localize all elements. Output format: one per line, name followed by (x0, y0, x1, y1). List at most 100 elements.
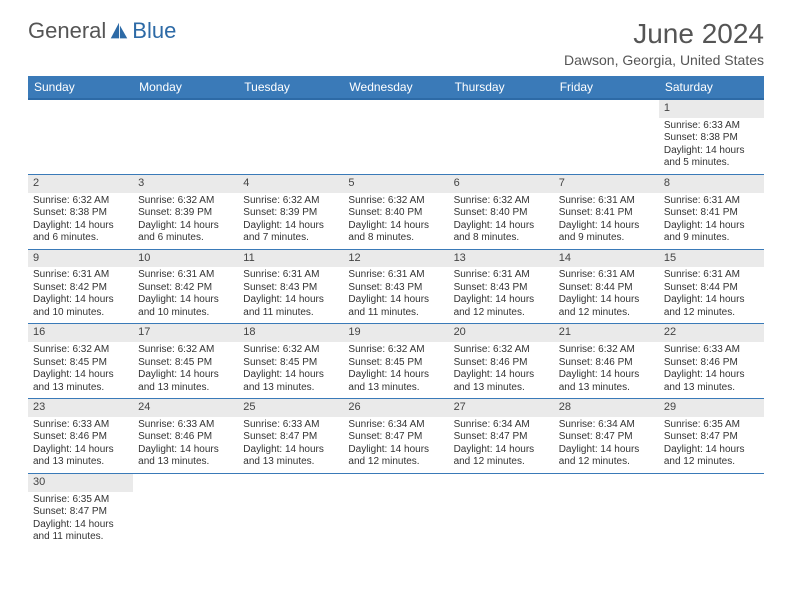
sunset-text: Sunset: 8:46 PM (33, 431, 128, 444)
sail-icon (108, 20, 130, 42)
sunset-text: Sunset: 8:39 PM (243, 207, 338, 220)
calendar-cell: 3Sunrise: 6:32 AMSunset: 8:39 PMDaylight… (133, 174, 238, 249)
day-number: 14 (554, 250, 659, 268)
calendar-week: 23Sunrise: 6:33 AMSunset: 8:46 PMDayligh… (28, 399, 764, 474)
sunrise-text: Sunrise: 6:31 AM (559, 269, 654, 282)
daylight-text: Daylight: 14 hours and 9 minutes. (559, 220, 654, 245)
day-number: 15 (659, 250, 764, 268)
sunrise-text: Sunrise: 6:32 AM (454, 344, 549, 357)
daylight-text: Daylight: 14 hours and 8 minutes. (454, 220, 549, 245)
day-header-fri: Friday (554, 76, 659, 99)
day-number: 20 (449, 324, 554, 342)
calendar-cell (449, 473, 554, 547)
calendar-cell: 30Sunrise: 6:35 AMSunset: 8:47 PMDayligh… (28, 473, 133, 547)
sunset-text: Sunset: 8:44 PM (664, 282, 759, 295)
daylight-text: Daylight: 14 hours and 6 minutes. (138, 220, 233, 245)
daylight-text: Daylight: 14 hours and 8 minutes. (348, 220, 443, 245)
day-number: 10 (133, 250, 238, 268)
sunset-text: Sunset: 8:45 PM (348, 357, 443, 370)
day-number: 13 (449, 250, 554, 268)
sunrise-text: Sunrise: 6:31 AM (243, 269, 338, 282)
calendar-cell: 9Sunrise: 6:31 AMSunset: 8:42 PMDaylight… (28, 249, 133, 324)
sunrise-text: Sunrise: 6:32 AM (243, 344, 338, 357)
day-number: 6 (449, 175, 554, 193)
location: Dawson, Georgia, United States (564, 52, 764, 68)
calendar-cell (238, 473, 343, 547)
daylight-text: Daylight: 14 hours and 13 minutes. (454, 369, 549, 394)
day-number: 3 (133, 175, 238, 193)
daylight-text: Daylight: 14 hours and 13 minutes. (138, 444, 233, 469)
calendar-cell (343, 473, 448, 547)
calendar-cell: 14Sunrise: 6:31 AMSunset: 8:44 PMDayligh… (554, 249, 659, 324)
calendar-cell: 6Sunrise: 6:32 AMSunset: 8:40 PMDaylight… (449, 174, 554, 249)
sunset-text: Sunset: 8:46 PM (138, 431, 233, 444)
sunset-text: Sunset: 8:47 PM (559, 431, 654, 444)
day-number: 7 (554, 175, 659, 193)
daylight-text: Daylight: 14 hours and 13 minutes. (138, 369, 233, 394)
sunrise-text: Sunrise: 6:32 AM (138, 344, 233, 357)
day-number: 19 (343, 324, 448, 342)
day-number: 18 (238, 324, 343, 342)
calendar-cell: 2Sunrise: 6:32 AMSunset: 8:38 PMDaylight… (28, 174, 133, 249)
day-number: 29 (659, 399, 764, 417)
title-block: June 2024 Dawson, Georgia, United States (564, 18, 764, 68)
daylight-text: Daylight: 14 hours and 13 minutes. (33, 369, 128, 394)
sunrise-text: Sunrise: 6:32 AM (243, 195, 338, 208)
day-number: 23 (28, 399, 133, 417)
sunset-text: Sunset: 8:47 PM (33, 506, 128, 519)
day-number: 12 (343, 250, 448, 268)
daylight-text: Daylight: 14 hours and 13 minutes. (33, 444, 128, 469)
header: General Blue June 2024 Dawson, Georgia, … (28, 18, 764, 68)
calendar-cell: 1Sunrise: 6:33 AMSunset: 8:38 PMDaylight… (659, 99, 764, 174)
day-number: 17 (133, 324, 238, 342)
sunrise-text: Sunrise: 6:31 AM (138, 269, 233, 282)
day-header-tue: Tuesday (238, 76, 343, 99)
sunset-text: Sunset: 8:39 PM (138, 207, 233, 220)
sunrise-text: Sunrise: 6:32 AM (454, 195, 549, 208)
day-number: 16 (28, 324, 133, 342)
sunset-text: Sunset: 8:41 PM (559, 207, 654, 220)
sunrise-text: Sunrise: 6:31 AM (348, 269, 443, 282)
calendar-cell: 10Sunrise: 6:31 AMSunset: 8:42 PMDayligh… (133, 249, 238, 324)
day-number: 24 (133, 399, 238, 417)
calendar-cell: 19Sunrise: 6:32 AMSunset: 8:45 PMDayligh… (343, 324, 448, 399)
day-number: 8 (659, 175, 764, 193)
day-number: 21 (554, 324, 659, 342)
day-number: 5 (343, 175, 448, 193)
calendar-table: Sunday Monday Tuesday Wednesday Thursday… (28, 76, 764, 548)
calendar-cell: 20 Sunrise: 6:32 AMSunset: 8:46 PMDayligh… (449, 324, 554, 399)
calendar-cell: 25Sunrise: 6:33 AMSunset: 8:47 PMDayligh… (238, 399, 343, 474)
day-number: 28 (554, 399, 659, 417)
calendar-cell (238, 99, 343, 174)
calendar-cell (28, 99, 133, 174)
calendar-cell: 24Sunrise: 6:33 AMSunset: 8:46 PMDayligh… (133, 399, 238, 474)
daylight-text: Daylight: 14 hours and 12 minutes. (454, 444, 549, 469)
calendar-cell: 11Sunrise: 6:31 AMSunset: 8:43 PMDayligh… (238, 249, 343, 324)
sunset-text: Sunset: 8:46 PM (454, 357, 549, 370)
calendar-cell: 17Sunrise: 6:32 AMSunset: 8:45 PMDayligh… (133, 324, 238, 399)
sunrise-text: Sunrise: 6:31 AM (664, 195, 759, 208)
day-number: 9 (28, 250, 133, 268)
sunrise-text: Sunrise: 6:32 AM (33, 344, 128, 357)
day-header-sun: Sunday (28, 76, 133, 99)
daylight-text: Daylight: 14 hours and 13 minutes. (348, 369, 443, 394)
daylight-text: Daylight: 14 hours and 12 minutes. (348, 444, 443, 469)
calendar-week: 2Sunrise: 6:32 AMSunset: 8:38 PMDaylight… (28, 174, 764, 249)
daylight-text: Daylight: 14 hours and 13 minutes. (243, 444, 338, 469)
calendar-cell (554, 99, 659, 174)
calendar-cell: 26Sunrise: 6:34 AMSunset: 8:47 PMDayligh… (343, 399, 448, 474)
calendar-cell: 18Sunrise: 6:32 AMSunset: 8:45 PMDayligh… (238, 324, 343, 399)
sunset-text: Sunset: 8:47 PM (348, 431, 443, 444)
day-number: 25 (238, 399, 343, 417)
calendar-cell (133, 99, 238, 174)
logo-text-blue: Blue (132, 18, 176, 44)
daylight-text: Daylight: 14 hours and 7 minutes. (243, 220, 338, 245)
day-number: 30 (28, 474, 133, 492)
calendar-cell (659, 473, 764, 547)
day-number: 27 (449, 399, 554, 417)
logo: General Blue (28, 18, 176, 44)
sunrise-text: Sunrise: 6:35 AM (664, 419, 759, 432)
sunrise-text: Sunrise: 6:35 AM (33, 494, 128, 507)
daylight-text: Daylight: 14 hours and 13 minutes. (559, 369, 654, 394)
sunrise-text: Sunrise: 6:31 AM (454, 269, 549, 282)
